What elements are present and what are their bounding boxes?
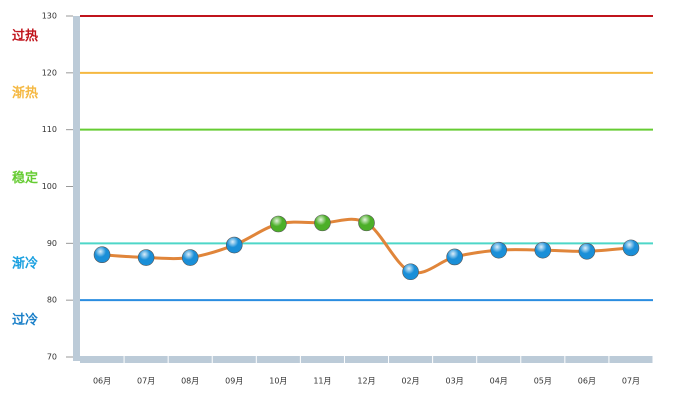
point-gloss bbox=[314, 214, 331, 231]
y-tick-label: 120 bbox=[42, 68, 57, 77]
x-tick-label: 09月 bbox=[225, 377, 243, 386]
point-gloss bbox=[138, 249, 155, 266]
x-tick-label: 07月 bbox=[137, 377, 155, 386]
x-tick-label: 06月 bbox=[93, 377, 111, 386]
point-gloss bbox=[490, 242, 507, 259]
y-tick-label: 70 bbox=[47, 353, 57, 362]
point-gloss bbox=[358, 214, 375, 231]
threshold-label: 稳定 bbox=[12, 170, 38, 186]
x-tick-label: 04月 bbox=[490, 377, 508, 386]
x-tick-label: 05月 bbox=[534, 377, 552, 386]
point-gloss bbox=[270, 216, 287, 233]
y-tick-label: 100 bbox=[42, 182, 57, 191]
point-gloss bbox=[534, 242, 551, 259]
point-gloss bbox=[402, 263, 419, 280]
y-axis-bar bbox=[73, 16, 80, 361]
threshold-label: 渐冷 bbox=[12, 255, 38, 271]
point-gloss bbox=[446, 248, 463, 265]
point-gloss bbox=[182, 249, 199, 266]
x-tick-label: 02月 bbox=[401, 377, 419, 386]
x-tick-label: 11月 bbox=[313, 377, 331, 386]
threshold-label: 过热 bbox=[12, 28, 38, 44]
x-tick-label: 06月 bbox=[578, 377, 596, 386]
threshold-label: 渐热 bbox=[12, 85, 38, 101]
point-gloss bbox=[622, 239, 639, 256]
threshold-label: 过冷 bbox=[12, 312, 38, 328]
x-tick-label: 10月 bbox=[269, 377, 287, 386]
point-gloss bbox=[94, 246, 111, 263]
point-gloss bbox=[226, 237, 243, 254]
y-tick-label: 130 bbox=[42, 12, 57, 21]
x-axis-bar bbox=[80, 356, 653, 363]
x-tick-label: 03月 bbox=[446, 377, 464, 386]
point-gloss bbox=[578, 243, 595, 260]
x-tick-label: 12月 bbox=[357, 377, 375, 386]
y-tick-label: 90 bbox=[47, 239, 57, 248]
y-tick-label: 110 bbox=[42, 125, 57, 134]
y-tick-label: 80 bbox=[47, 296, 57, 305]
x-tick-label: 08月 bbox=[181, 377, 199, 386]
x-tick-label: 07月 bbox=[622, 377, 640, 386]
